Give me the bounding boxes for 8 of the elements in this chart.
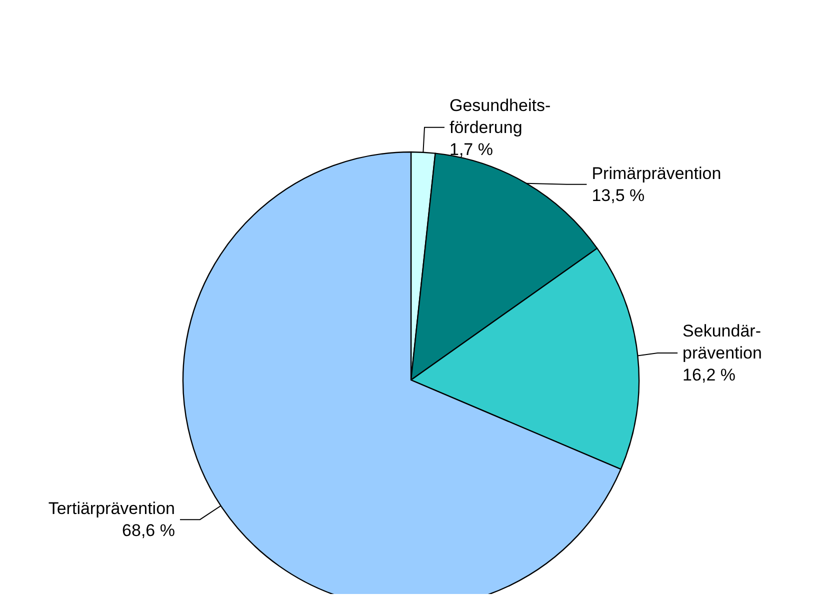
data-label: 1,7 % <box>450 140 493 159</box>
data-label: 68,6 % <box>122 521 175 540</box>
slice-label: Sekundär-prävention <box>682 322 762 363</box>
data-label: 13,5 % <box>592 186 645 205</box>
slice-label: Tertiärprävention <box>48 499 175 518</box>
slice-label: Primärprävention <box>592 164 722 183</box>
slice-label: Gesundheits-förderung <box>450 96 551 137</box>
data-label: 16,2 % <box>682 366 736 385</box>
